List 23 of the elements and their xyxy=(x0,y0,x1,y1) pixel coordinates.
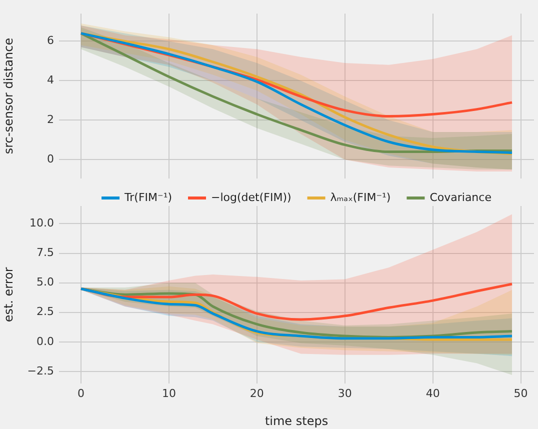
y-tick-label: 10.0 xyxy=(30,216,54,230)
x-tick-label: 40 xyxy=(426,386,440,400)
x-tick-label: 0 xyxy=(77,386,84,400)
y-axis-title: src-sensor distance xyxy=(1,38,16,154)
legend-label: Tr(FIM⁻¹) xyxy=(124,190,172,204)
y-axis-title: est. error xyxy=(1,267,16,322)
y-tick-label: 7.5 xyxy=(36,246,54,260)
legend-label: λₘₐₓ(FIM⁻¹) xyxy=(330,190,391,204)
y-tick-label: 5.0 xyxy=(36,276,54,289)
x-tick-label: 50 xyxy=(514,386,528,400)
legend-label: −log(det(FIM)) xyxy=(211,190,292,204)
y-tick-label: −2.5 xyxy=(27,364,54,378)
y-tick-label: 4 xyxy=(47,74,54,87)
y-tick-label: 6 xyxy=(47,34,54,48)
legend-label: Covariance xyxy=(430,190,492,204)
y-tick-label: 0.0 xyxy=(36,334,54,348)
y-tick-label: 2 xyxy=(47,113,54,126)
y-tick-label: 2.5 xyxy=(36,305,54,318)
x-axis-title: time steps xyxy=(264,414,328,428)
y-tick-label: 0 xyxy=(47,152,54,166)
x-tick-label: 30 xyxy=(338,386,352,400)
x-tick-label: 10 xyxy=(162,386,176,400)
x-tick-label: 20 xyxy=(250,386,264,400)
